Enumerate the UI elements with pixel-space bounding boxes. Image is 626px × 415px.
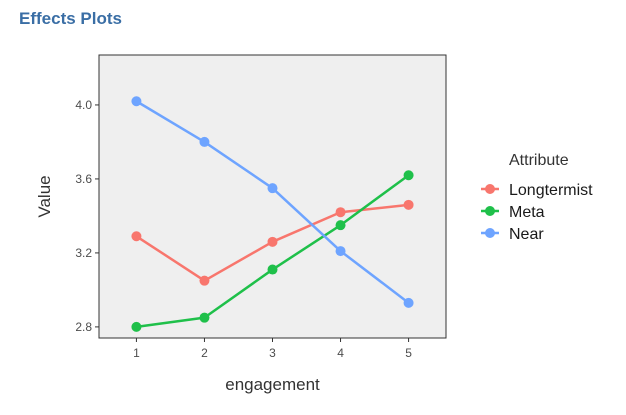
data-point-longtermist <box>199 275 210 286</box>
legend-key-dot <box>485 184 495 194</box>
y-tick-label: 4.0 <box>75 98 92 112</box>
y-axis-title: Value <box>35 175 54 217</box>
x-tick-label: 4 <box>337 346 344 360</box>
x-tick-label: 5 <box>405 346 412 360</box>
data-point-near <box>199 136 210 147</box>
legend-label: Longtermist <box>509 182 593 199</box>
data-point-near <box>267 183 278 194</box>
data-point-meta <box>199 312 210 323</box>
data-point-meta <box>267 264 278 275</box>
data-point-longtermist <box>335 207 346 218</box>
data-point-near <box>335 246 346 257</box>
x-tick-label: 1 <box>133 346 140 360</box>
legend-key-dot <box>485 206 495 216</box>
x-axis: 1 2 3 4 5 <box>133 338 412 360</box>
y-tick-label: 3.6 <box>75 172 92 186</box>
data-point-meta <box>403 170 414 181</box>
y-axis: 2.8 3.2 3.6 4.0 <box>75 98 99 334</box>
legend-label: Meta <box>509 204 545 221</box>
y-tick-label: 2.8 <box>75 320 92 334</box>
legend-title: Attribute <box>509 152 569 169</box>
x-tick-label: 3 <box>269 346 276 360</box>
data-point-longtermist <box>403 199 414 210</box>
data-point-meta <box>335 220 346 231</box>
x-axis-title: engagement <box>225 375 320 394</box>
legend-label: Near <box>509 226 544 243</box>
data-point-longtermist <box>267 236 278 247</box>
legend: Attribute Longtermist Meta Near <box>481 152 593 243</box>
y-tick-label: 3.2 <box>75 246 92 260</box>
legend-key-dot <box>485 228 495 238</box>
data-point-near <box>403 297 414 308</box>
data-point-near <box>131 96 142 107</box>
data-point-meta <box>131 321 142 332</box>
series-layer <box>131 96 414 332</box>
data-point-longtermist <box>131 231 142 242</box>
plot-panel <box>98 54 447 339</box>
page-title: Effects Plots <box>19 9 122 28</box>
x-tick-label: 2 <box>201 346 208 360</box>
